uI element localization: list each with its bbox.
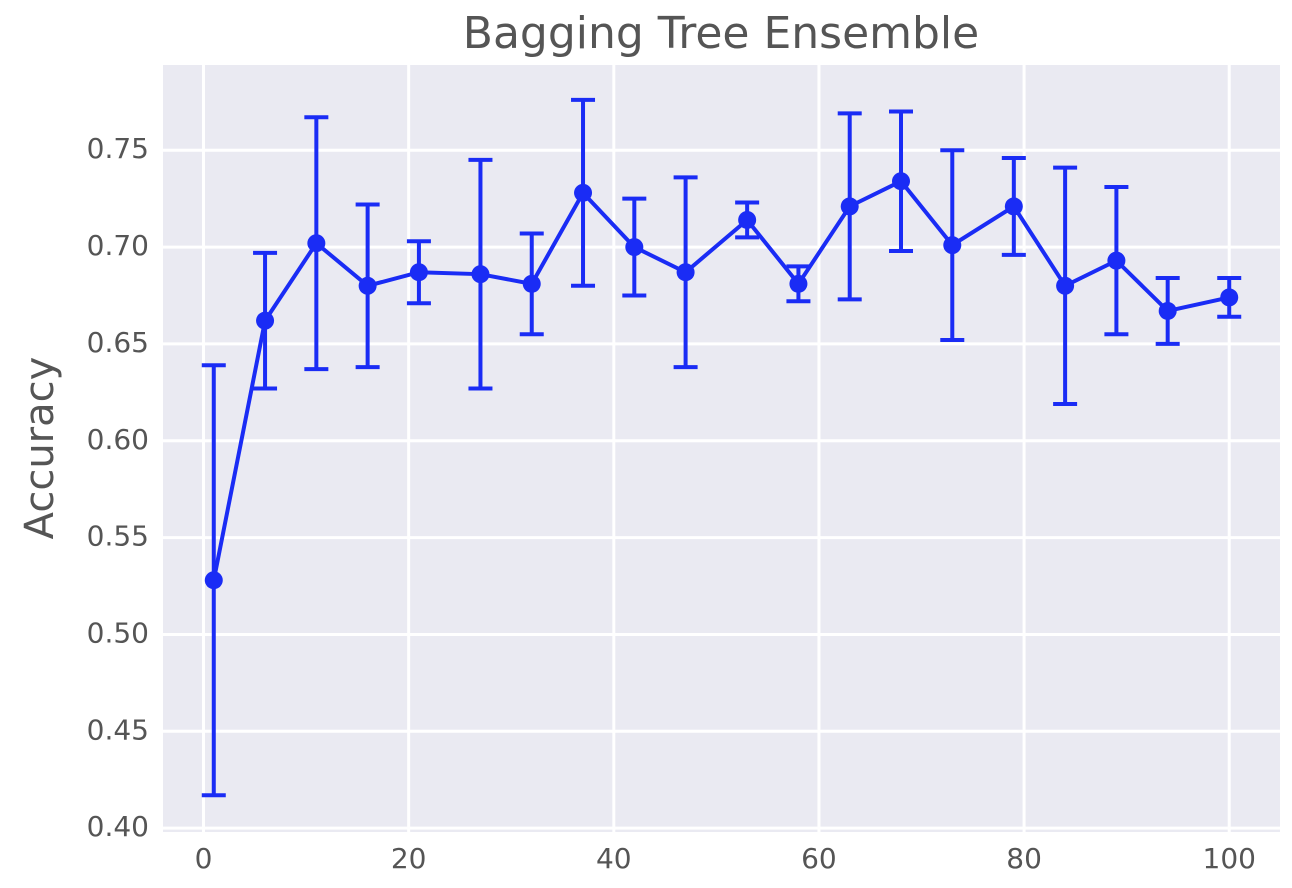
marker <box>1004 197 1023 216</box>
x-tick-label: 100 <box>1203 842 1256 875</box>
marker <box>738 210 757 229</box>
marker <box>891 172 910 191</box>
marker <box>1158 301 1177 320</box>
marker <box>307 234 326 253</box>
marker <box>409 263 428 282</box>
marker <box>1107 251 1126 270</box>
marker <box>840 197 859 216</box>
marker <box>1056 276 1075 295</box>
marker <box>1220 288 1239 307</box>
x-tick-label: 60 <box>801 842 837 875</box>
marker <box>676 263 695 282</box>
chart-title: Bagging Tree Ensemble <box>463 8 979 59</box>
marker <box>943 236 962 255</box>
y-tick-label: 0.70 <box>87 229 149 262</box>
marker <box>574 183 593 202</box>
y-tick-label: 0.55 <box>87 520 149 553</box>
y-axis-label: Accuracy <box>17 357 63 540</box>
y-tick-label: 0.50 <box>87 616 149 649</box>
y-tick-label: 0.65 <box>87 326 149 359</box>
marker <box>471 265 490 284</box>
y-tick-label: 0.60 <box>87 423 149 456</box>
y-tick-label: 0.40 <box>87 810 149 843</box>
marker <box>204 571 223 590</box>
x-tick-label: 0 <box>195 842 213 875</box>
marker <box>789 274 808 293</box>
x-tick-label: 40 <box>596 842 632 875</box>
y-tick-label: 0.45 <box>87 713 149 746</box>
marker <box>256 311 275 330</box>
x-tick-label: 20 <box>391 842 427 875</box>
x-tick-label: 80 <box>1006 842 1042 875</box>
marker <box>625 238 644 257</box>
marker <box>358 276 377 295</box>
marker <box>522 274 541 293</box>
y-tick-label: 0.75 <box>87 132 149 165</box>
plot-area <box>163 65 1280 832</box>
